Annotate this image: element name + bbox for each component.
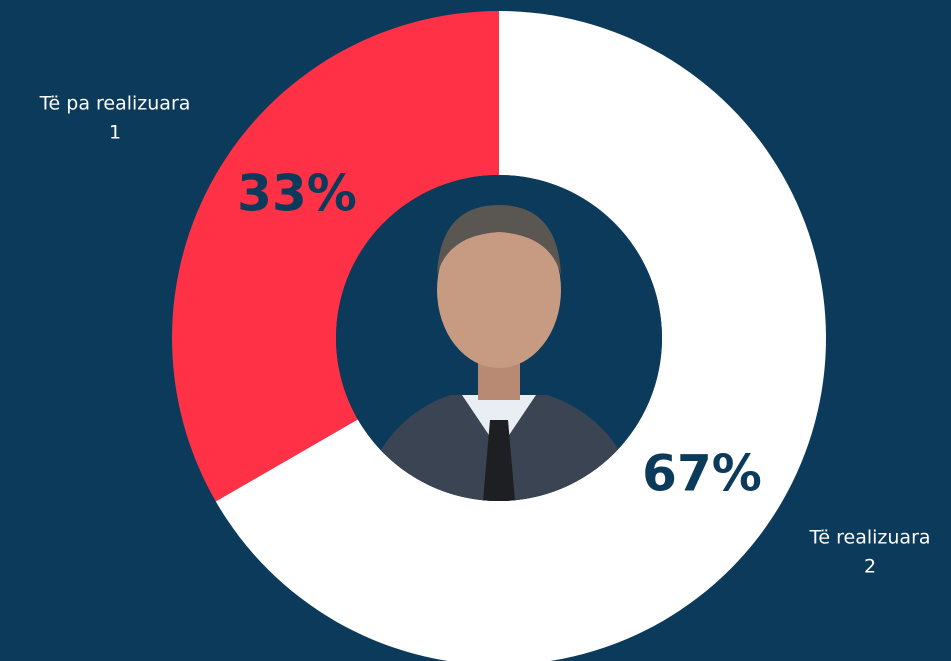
percent-label: 67% (642, 445, 762, 503)
slices (171, 11, 826, 661)
category-label: Të pa realizuara (39, 93, 191, 115)
value-label: 1 (109, 122, 121, 144)
percent-label: 33% (237, 165, 357, 223)
photo (336, 175, 662, 501)
slice (215, 11, 826, 661)
portrait (360, 205, 640, 501)
slice (171, 11, 499, 502)
category-label: Të realizuara (808, 527, 930, 549)
value-label: 2 (864, 556, 876, 578)
